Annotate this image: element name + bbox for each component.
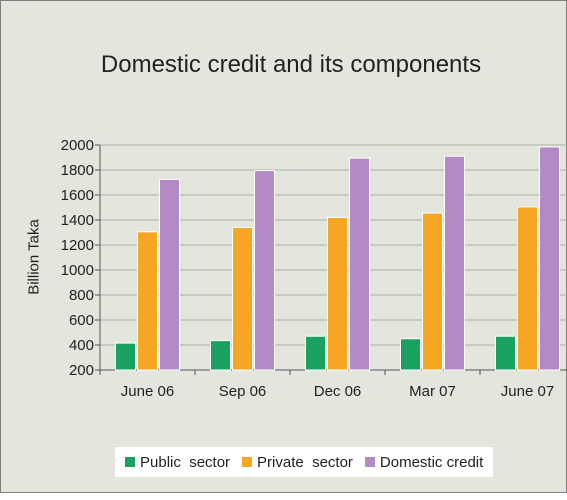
y-tick-label: 1000 (61, 262, 94, 279)
legend-label-public-sector: Public sector (140, 453, 231, 471)
y-tick-label: 400 (69, 337, 94, 354)
legend-item-domestic-credit: Domestic credit (364, 453, 484, 471)
bar-private-sector (137, 231, 158, 371)
legend-label-domestic-credit: Domestic credit (379, 453, 484, 471)
x-tick-label: Dec 06 (314, 383, 362, 400)
legend-item-public-sector: Public sector (125, 454, 230, 471)
chart-title: Domestic credit and its components (100, 51, 482, 78)
legend-label-private-sector: Private sector (257, 453, 353, 471)
legend-swatch-public-sector (125, 457, 135, 467)
legend: Public sector Private sector Domestic cr… (115, 447, 494, 477)
bar-private-sector (327, 217, 348, 371)
y-tick-label: 200 (69, 362, 94, 379)
bar-domestic-credit (539, 146, 560, 371)
bar-domestic-credit (159, 178, 180, 371)
bar-domestic-credit (349, 157, 370, 371)
x-tick-label: June 07 (501, 383, 554, 400)
y-tick-label: 1400 (61, 212, 94, 229)
legend-item-private-sector: Private sector (242, 454, 353, 471)
legend-swatch-private-sector (242, 457, 253, 467)
y-tick-label: 600 (69, 312, 94, 329)
bar-public-sector (210, 340, 231, 371)
bar-domestic-credit (254, 170, 275, 371)
y-tick-label: 1800 (61, 162, 94, 179)
y-tick-label: 1200 (61, 237, 94, 254)
x-tick-label: Sep 06 (219, 383, 267, 400)
y-tick-label: 1600 (61, 187, 94, 204)
y-tick-label: 2000 (61, 137, 94, 154)
bar-public-sector (495, 335, 516, 371)
bar-private-sector (422, 212, 443, 371)
bar-private-sector (517, 206, 538, 371)
x-tick-label: Mar 07 (409, 383, 456, 400)
bar-public-sector (305, 335, 326, 371)
bar-domestic-credit (444, 155, 465, 371)
bar-public-sector (115, 342, 136, 371)
bar-private-sector (232, 227, 253, 371)
bar-public-sector (400, 338, 421, 371)
y-tick-label: 800 (69, 287, 94, 304)
legend-swatch-domestic-credit (364, 457, 375, 467)
x-tick-label: June 06 (121, 383, 174, 400)
